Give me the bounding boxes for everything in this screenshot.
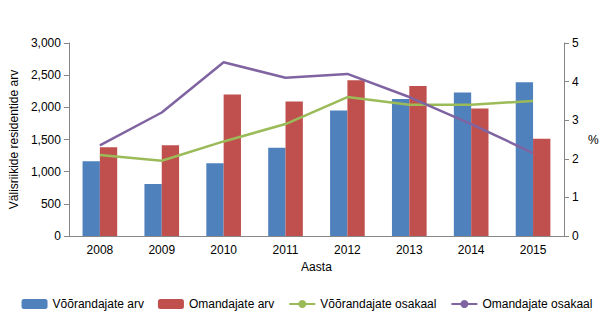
svg-text:1,000: 1,000 [31, 165, 61, 179]
svg-text:3,000: 3,000 [31, 36, 61, 50]
svg-text:2010: 2010 [210, 243, 237, 257]
svg-text:Võõrandajate arv: Võõrandajate arv [53, 297, 144, 311]
svg-text:500: 500 [41, 197, 61, 211]
svg-text:2,500: 2,500 [31, 68, 61, 82]
svg-text:2012: 2012 [334, 243, 361, 257]
svg-text:2009: 2009 [148, 243, 175, 257]
svg-text:4: 4 [572, 75, 579, 89]
svg-text:2013: 2013 [396, 243, 423, 257]
svg-text:0: 0 [54, 229, 61, 243]
svg-text:2014: 2014 [458, 243, 485, 257]
svg-text:2008: 2008 [87, 243, 114, 257]
svg-text:1,500: 1,500 [31, 133, 61, 147]
svg-text:Omandajate osakaal: Omandajate osakaal [482, 297, 592, 311]
svg-text:Omandajate arv: Omandajate arv [189, 297, 274, 311]
svg-text:5: 5 [572, 36, 579, 50]
svg-text:Võõrandajate osakaal: Võõrandajate osakaal [320, 297, 436, 311]
svg-text:1: 1 [572, 190, 579, 204]
svg-text:0: 0 [572, 229, 579, 243]
svg-text:%: % [588, 133, 599, 147]
svg-text:2,000: 2,000 [31, 100, 61, 114]
svg-text:2015: 2015 [520, 243, 547, 257]
svg-text:2011: 2011 [273, 243, 299, 257]
svg-text:Välisriikide residentide arv: Välisriikide residentide arv [7, 70, 21, 209]
svg-text:Aasta: Aasta [301, 260, 332, 274]
svg-text:3: 3 [572, 113, 579, 127]
svg-text:2: 2 [572, 152, 579, 166]
